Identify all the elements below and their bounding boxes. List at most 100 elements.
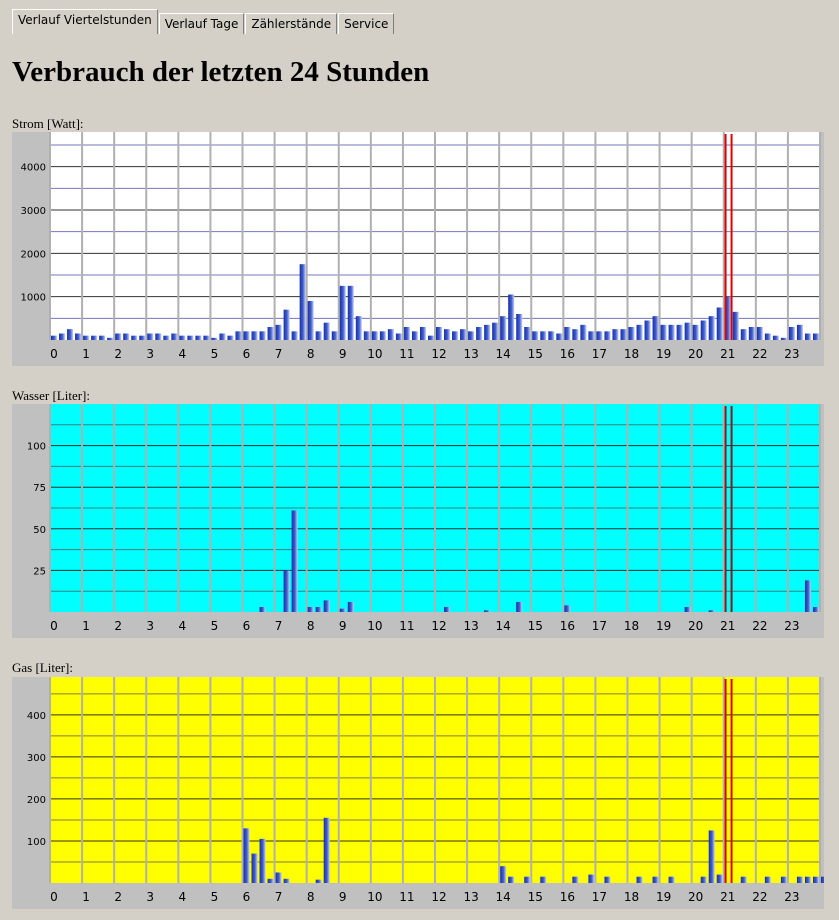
- bar: [524, 876, 531, 883]
- y-tick-label: 75: [33, 483, 46, 494]
- bar: [540, 876, 547, 883]
- bar: [668, 324, 675, 340]
- bar: [171, 333, 178, 340]
- bar: [684, 607, 691, 612]
- x-tick-label: 8: [307, 619, 315, 633]
- bar: [219, 333, 226, 340]
- bar: [516, 314, 523, 340]
- x-tick-label: 20: [688, 890, 703, 904]
- x-tick-label: 18: [624, 619, 639, 633]
- bar: [227, 335, 234, 340]
- bar: [580, 324, 587, 340]
- bar: [764, 876, 771, 883]
- tab-service[interactable]: Service: [338, 13, 395, 34]
- bar: [283, 878, 290, 883]
- bar: [436, 327, 443, 340]
- tab-verlauf-tage[interactable]: Verlauf Tage: [158, 13, 245, 34]
- bar: [604, 331, 611, 340]
- x-tick-label: 10: [367, 619, 382, 633]
- bar: [323, 322, 330, 340]
- bar: [708, 316, 715, 340]
- bar: [307, 607, 314, 612]
- bar: [283, 309, 290, 340]
- bar: [548, 331, 555, 340]
- bar: [387, 329, 394, 340]
- x-tick-label: 8: [307, 890, 315, 904]
- x-tick-label: 5: [211, 347, 219, 361]
- bar: [500, 316, 507, 340]
- bar: [796, 324, 803, 340]
- x-tick-label: 16: [560, 890, 575, 904]
- bar: [243, 828, 250, 883]
- bar: [371, 331, 378, 340]
- x-tick-label: 14: [496, 619, 511, 633]
- x-tick-label: 15: [528, 347, 543, 361]
- bar: [764, 333, 771, 340]
- bar: [572, 329, 579, 340]
- x-tick-label: 15: [528, 619, 543, 633]
- bar: [732, 311, 739, 340]
- x-tick-label: 23: [784, 890, 799, 904]
- x-tick-label: 21: [720, 890, 735, 904]
- x-tick-label: 10: [367, 347, 382, 361]
- bar: [628, 327, 635, 340]
- bar: [692, 324, 699, 340]
- bar: [147, 333, 154, 340]
- bar: [684, 322, 691, 340]
- x-tick-label: 10: [367, 890, 382, 904]
- bar: [660, 324, 667, 340]
- bar: [620, 329, 627, 340]
- bar: [804, 580, 811, 612]
- x-tick-label: 3: [146, 619, 154, 633]
- bar: [588, 331, 595, 340]
- bar: [468, 331, 475, 340]
- bar: [75, 333, 82, 340]
- x-tick-label: 0: [50, 347, 58, 361]
- bar: [187, 335, 194, 340]
- bar: [83, 335, 90, 340]
- x-tick-label: 9: [339, 619, 347, 633]
- bar: [259, 331, 266, 340]
- y-tick-label: 4000: [21, 163, 46, 174]
- x-tick-label: 12: [431, 619, 446, 633]
- x-tick-label: 6: [243, 619, 251, 633]
- bar: [355, 316, 362, 340]
- x-tick-label: 8: [307, 347, 315, 361]
- x-tick-label: 0: [50, 619, 58, 633]
- bar: [804, 333, 811, 340]
- x-tick-label: 18: [624, 890, 639, 904]
- bar: [540, 331, 547, 340]
- bar: [812, 607, 819, 612]
- bar: [812, 333, 819, 340]
- tab-zaehlerstaende[interactable]: Zählerstände: [245, 13, 338, 34]
- bar: [115, 333, 122, 340]
- bar: [604, 876, 611, 883]
- bar: [235, 331, 242, 340]
- page-title: Verbrauch der letzten 24 Stunden: [12, 56, 430, 88]
- x-tick-label: 6: [243, 890, 251, 904]
- x-tick-label: 3: [146, 890, 154, 904]
- bar: [516, 602, 523, 612]
- bar: [251, 331, 258, 340]
- y-tick-label: 100: [27, 837, 46, 848]
- x-tick-label: 9: [339, 347, 347, 361]
- x-tick-label: 12: [431, 347, 446, 361]
- x-tick-label: 4: [179, 890, 187, 904]
- bar: [796, 876, 803, 883]
- bar: [644, 320, 651, 340]
- bar: [323, 600, 330, 612]
- bar: [131, 335, 138, 340]
- bar: [452, 331, 459, 340]
- x-tick-label: 13: [463, 619, 478, 633]
- bar: [492, 322, 499, 340]
- bar: [652, 316, 659, 340]
- x-tick-label: 1: [82, 347, 90, 361]
- tab-verlauf-viertelstunden[interactable]: Verlauf Viertelstunden: [12, 9, 158, 34]
- bar: [636, 876, 643, 883]
- bar: [163, 335, 170, 340]
- x-tick-label: 22: [752, 619, 767, 633]
- x-tick-label: 22: [752, 890, 767, 904]
- bar: [476, 327, 483, 340]
- chart-title-gas: Gas [Liter]:: [12, 660, 74, 675]
